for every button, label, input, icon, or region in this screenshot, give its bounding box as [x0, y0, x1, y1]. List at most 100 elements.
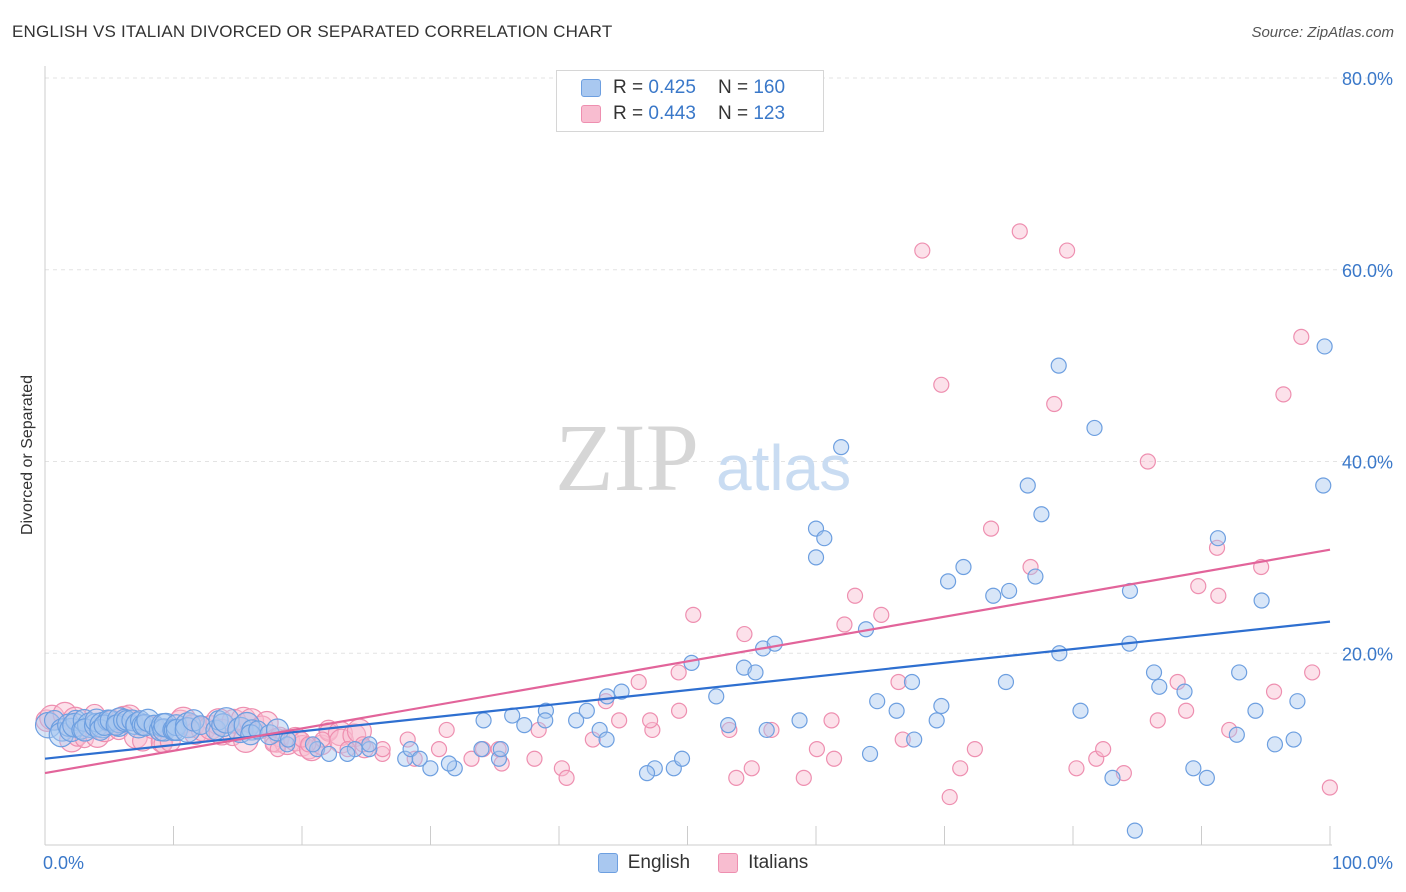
- italians-point-62: [438, 721, 455, 739]
- watermark-atlas: atlas: [716, 432, 851, 504]
- english-point-90: [720, 717, 737, 734]
- tick-labels: 20.0% 40.0% 60.0% 80.0% 0.0% 100.0%: [43, 69, 1393, 873]
- y-tick-label-20: 20.0%: [1342, 644, 1393, 664]
- english-point-114: [1019, 477, 1036, 494]
- italians-point-102: [1046, 395, 1063, 413]
- english-point-108: [933, 697, 950, 715]
- x-tick-label-0: 0.0%: [43, 853, 84, 873]
- english-point-107: [928, 712, 945, 729]
- italians-point-120: [1304, 664, 1321, 681]
- italians-point-63: [463, 750, 480, 767]
- english-point-59: [320, 745, 338, 763]
- italians-point-84: [763, 721, 780, 739]
- english-point-125: [1145, 664, 1163, 681]
- italians-point-103: [1058, 242, 1076, 259]
- correlation-legend: R = 0.425 N = 160 R = 0.443 N = 123: [556, 70, 824, 132]
- trend-lines: [44, 548, 1331, 775]
- italians-point-82: [728, 769, 745, 786]
- italians-point-99: [982, 520, 1000, 537]
- english-point-61: [339, 745, 356, 763]
- legend-row-english: R = 0.425 N = 160: [581, 76, 785, 100]
- italians-n-label: N =: [717, 103, 749, 124]
- english-point-55: [279, 736, 296, 753]
- english-point-130: [1209, 530, 1227, 547]
- italians-legend-label: Italians: [748, 852, 809, 873]
- english-point-126: [1151, 678, 1168, 695]
- x-tick-label-100: 100.0%: [1332, 853, 1393, 873]
- italians-point-70: [558, 769, 575, 786]
- english-point-112: [997, 673, 1015, 691]
- english-point-66: [422, 760, 439, 777]
- italians-point-93: [894, 731, 911, 748]
- italians-point-118: [1275, 386, 1292, 403]
- english-point-136: [1285, 731, 1302, 748]
- italians-point-73: [611, 712, 628, 729]
- source-label: Source: ZipAtlas.com: [1251, 24, 1394, 41]
- english-r-label: R =: [613, 77, 644, 98]
- italians-point-100: [1011, 223, 1028, 240]
- italians-point-109: [1149, 712, 1166, 729]
- legend-item-english[interactable]: English: [597, 852, 690, 874]
- italians-point-53: [300, 736, 317, 753]
- english-point-70: [473, 741, 490, 758]
- italians-point-101: [1022, 558, 1039, 576]
- english-n-label: N =: [717, 77, 749, 98]
- watermark-zip: ZIP: [555, 404, 699, 511]
- english-point-71: [475, 712, 492, 729]
- italians-point-81: [736, 625, 753, 643]
- english-point-135: [1266, 736, 1284, 753]
- italians-r-label: R =: [613, 103, 644, 124]
- italians-n-value: 123: [753, 103, 786, 124]
- english-point-133: [1253, 592, 1270, 609]
- italians-point-121: [1321, 779, 1338, 796]
- english-point-121: [1104, 769, 1121, 786]
- italians-point-91: [873, 606, 890, 624]
- italians-point-74: [630, 673, 647, 691]
- english-point-98: [807, 549, 825, 566]
- series-legend: English Italians: [0, 852, 1406, 874]
- english-point-134: [1247, 702, 1264, 719]
- italians-point-96: [941, 788, 958, 806]
- english-point-119: [1072, 702, 1089, 719]
- italians-point-75: [644, 721, 661, 739]
- watermark: ZIP atlas: [555, 404, 851, 511]
- italians-point-117: [1265, 683, 1283, 700]
- y-tick-label-80: 80.0%: [1342, 69, 1393, 89]
- english-point-77: [537, 712, 554, 729]
- english-point-116: [1027, 568, 1044, 585]
- english-point-88: [673, 750, 691, 767]
- english-point-95: [766, 635, 783, 652]
- english-point-96: [791, 712, 808, 729]
- italians-swatch: [581, 105, 601, 123]
- english-point-102: [861, 745, 879, 763]
- english-point-62: [361, 741, 378, 758]
- english-point-104: [888, 702, 905, 719]
- english-point-132: [1231, 664, 1248, 681]
- italians-point-111: [1178, 702, 1195, 719]
- english-point-138: [1315, 477, 1332, 494]
- english-point-94: [758, 721, 775, 739]
- y-tick-label-60: 60.0%: [1342, 261, 1393, 281]
- legend-item-italians[interactable]: Italians: [718, 852, 808, 874]
- italians-trend-line: [44, 548, 1331, 775]
- english-point-84: [646, 760, 663, 777]
- english-point-124: [1126, 822, 1143, 839]
- italians-point-68: [530, 721, 547, 739]
- english-point-115: [1033, 506, 1050, 523]
- english-trend-line: [44, 620, 1331, 760]
- italians-point-106: [1095, 741, 1112, 758]
- english-point-118: [1050, 357, 1067, 374]
- english-point-103: [869, 693, 886, 710]
- english-point-137: [1289, 693, 1306, 710]
- legend-row-italians: R = 0.443 N = 123: [581, 102, 785, 126]
- english-point-78: [568, 712, 585, 729]
- english-point-129: [1198, 769, 1215, 786]
- english-point-69: [440, 755, 458, 772]
- english-point-110: [955, 558, 972, 576]
- english-point-85: [638, 764, 656, 782]
- english-point-131: [1228, 726, 1245, 743]
- axes: [44, 66, 1332, 846]
- english-swatch: [581, 79, 601, 97]
- english-point-41: [174, 717, 201, 743]
- english-point-89: [708, 688, 725, 705]
